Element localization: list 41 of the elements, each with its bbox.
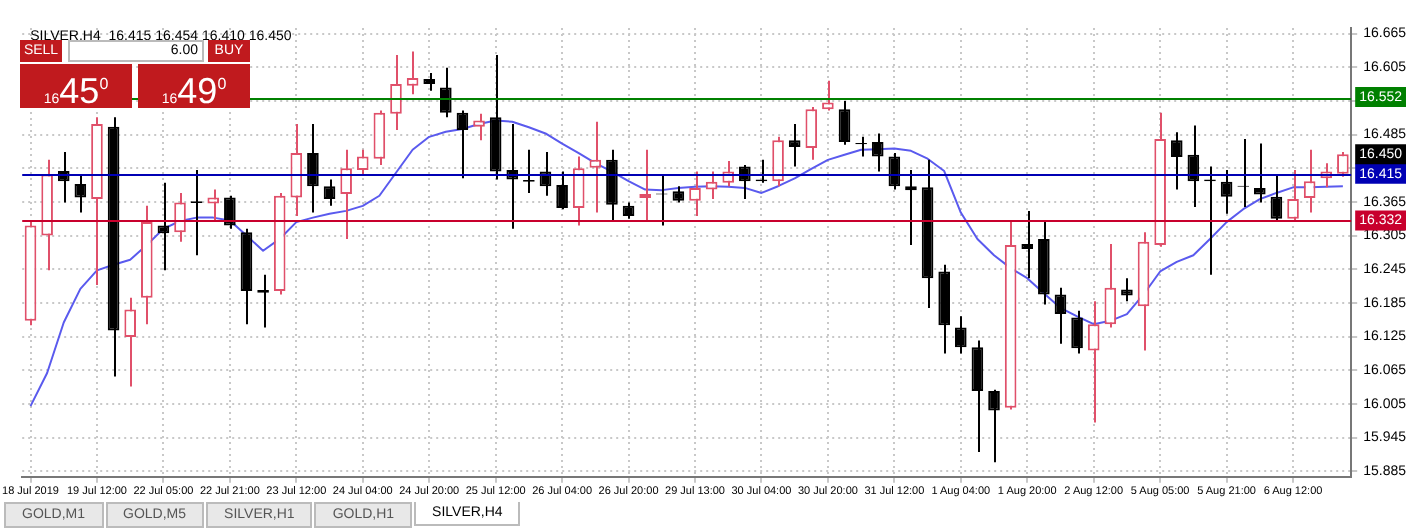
candlestick [1021, 209, 1034, 280]
candlestick [406, 50, 419, 96]
candlestick [373, 109, 386, 166]
candlestick [606, 148, 618, 224]
candlestick [473, 112, 485, 142]
candlestick [788, 122, 801, 168]
candlestick [805, 106, 818, 161]
candlestick [290, 122, 303, 217]
candlestick [988, 388, 1000, 464]
candlestick [1104, 242, 1117, 329]
candlestick [1337, 150, 1349, 178]
candlestick [440, 66, 452, 119]
candlestick [307, 122, 319, 214]
candlestick [157, 181, 170, 272]
candlestick [838, 99, 851, 146]
candlestick [1303, 148, 1316, 214]
candlestick [572, 155, 585, 227]
candlestick [589, 120, 602, 214]
candlestick [1270, 175, 1283, 222]
candlestick [390, 53, 402, 132]
candlestick [1087, 300, 1100, 424]
candlestick [556, 170, 568, 211]
candlestick [1121, 277, 1133, 303]
candlestick [705, 170, 718, 201]
candlestick [207, 188, 220, 224]
candlestick [224, 194, 236, 230]
candlestick [323, 178, 336, 207]
candlestick [1220, 168, 1233, 215]
candlestick [1071, 309, 1083, 355]
candlestick [1054, 286, 1067, 345]
candlestick [124, 296, 136, 388]
candlestick [954, 315, 967, 355]
candlestick [174, 191, 186, 243]
candlestick [689, 170, 701, 217]
candlestick [772, 135, 784, 188]
candlestick [1170, 131, 1183, 191]
candlestick [1254, 142, 1266, 204]
candlestick [340, 148, 352, 240]
candlestick [871, 132, 884, 173]
candlestick [971, 339, 984, 454]
candlestick [1287, 168, 1299, 222]
